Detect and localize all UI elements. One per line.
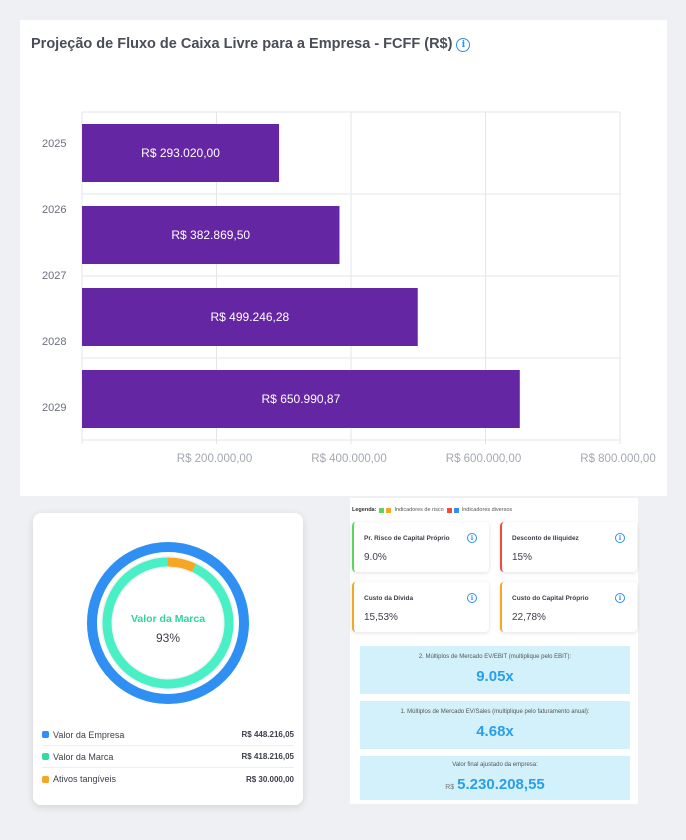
x-tick-label: R$ 200.000,00 xyxy=(177,453,252,465)
legend-risk: Indicadores de risco xyxy=(394,507,444,513)
brand-value-card: Valor da Marca 93% Valor da Empresa R$ 4… xyxy=(33,513,303,805)
risk-swatch-orange xyxy=(386,507,392,513)
y-tick-label: 2029 xyxy=(42,402,66,414)
multiple-box-ev-ebit: 2. Múltiplos de Mercado EV/EBIT (multipl… xyxy=(360,646,630,694)
bar-value-label: R$ 293.020,00 xyxy=(141,146,220,160)
multiple-box-ev-sales: 1. Múltiplos de Mercado EV/Sales (multip… xyxy=(360,701,630,749)
bar-value-label: R$ 650.990,87 xyxy=(262,392,341,406)
fcff-chart-card: Projeção de Fluxo de Caixa Livre para a … xyxy=(20,20,667,496)
indicator-value: 15,53% xyxy=(364,612,398,623)
indicators-legend: Legenda: Indicadores de risco Indicadore… xyxy=(352,507,512,513)
final-amount: 5.230.208,55 xyxy=(457,776,545,793)
x-tick-label: R$ 600.000,00 xyxy=(446,453,521,465)
legend-label: Ativos tangíveis xyxy=(53,774,117,784)
legend-value: R$ 448.216,05 xyxy=(241,730,295,739)
y-tick-label: 2026 xyxy=(42,204,66,216)
indicator-value: 15% xyxy=(512,552,533,563)
indicator-card-illiquidity-discount: Desconto de Iliquidez 15% i xyxy=(500,522,637,572)
risk-swatch-green xyxy=(379,507,385,513)
legend-title: Legenda: xyxy=(352,507,377,513)
indicator-label: Desconto de Iliquidez xyxy=(512,535,579,542)
legend-dot xyxy=(42,753,49,760)
x-tick-label: R$ 800.000,00 xyxy=(580,453,655,465)
chart-title-text: Projeção de Fluxo de Caixa Livre para a … xyxy=(31,36,453,52)
diverse-swatch-blue xyxy=(453,507,459,513)
bar-value-label: R$ 499.246,28 xyxy=(211,310,290,324)
final-value-box: Valor final ajustado da empresa: R$ 5.230… xyxy=(360,756,630,800)
legend-dot xyxy=(42,731,49,738)
indicator-value: 22,78% xyxy=(512,612,546,623)
multiple-value: 4.68x xyxy=(476,723,514,740)
final-value: R$ 5.230.208,55 xyxy=(360,776,630,793)
info-icon[interactable]: i xyxy=(615,533,625,543)
company-value-ring[interactable] xyxy=(87,542,249,704)
legend-row-tangible-assets: Ativos tangíveis R$ 30.000,00 xyxy=(42,768,294,790)
donut-center-title: Valor da Marca xyxy=(130,613,206,625)
x-tick-label: R$ 400.000,00 xyxy=(311,453,386,465)
legend-label: Valor da Empresa xyxy=(53,729,125,740)
legend-value: R$ 418.216,05 xyxy=(241,752,295,761)
final-currency: R$ xyxy=(445,784,455,791)
indicator-value: 9.0% xyxy=(364,552,387,563)
tangible-assets-arc[interactable] xyxy=(102,557,234,689)
multiple-value: 9.05x xyxy=(476,668,514,685)
donut-center-value: 93% xyxy=(155,631,181,645)
donut-center xyxy=(118,573,218,673)
y-tick-label: 2028 xyxy=(42,336,66,348)
indicator-label: Custo do Capital Próprio xyxy=(512,595,589,602)
legend-label: Valor da Marca xyxy=(53,751,114,762)
y-tick-label: 2025 xyxy=(42,138,66,150)
indicator-card-cost-of-equity: Custo do Capital Próprio 22,78% i xyxy=(500,582,637,632)
bar[interactable] xyxy=(82,288,418,346)
fcff-bar-chart: R$ 293.020,00 R$ 382.869,50 R$ 499.246,28 R… xyxy=(42,111,656,465)
brand-value-donut xyxy=(87,542,249,704)
legend-row-company-value: Valor da Empresa R$ 448.216,05 xyxy=(42,724,294,746)
info-icon[interactable]: i xyxy=(467,533,477,543)
multiple-label: 1. Múltiplos de Mercado EV/Sales (multip… xyxy=(400,709,590,715)
final-value-label: Valor final ajustado da empresa: xyxy=(452,762,538,768)
chart-title: Projeção de Fluxo de Caixa Livre para a … xyxy=(31,36,471,52)
bar-value-label: R$ 382.869,50 xyxy=(171,228,250,242)
legend-diverse: Indicadores diversos xyxy=(461,507,513,513)
info-icon[interactable]: i xyxy=(615,593,625,603)
legend-dot xyxy=(42,775,49,783)
info-icon[interactable]: i xyxy=(467,593,477,603)
y-tick-label: 2027 xyxy=(42,270,66,282)
bar[interactable] xyxy=(82,124,280,182)
multiple-label: 2. Múltiplos de Mercado EV/EBIT (multipl… xyxy=(418,654,572,660)
indicator-card-equity-risk: Pr. Risco de Capital Próprio 9.0% i xyxy=(352,522,489,572)
legend-value: R$ 30.000,00 xyxy=(245,774,294,784)
brand-value-arc[interactable] xyxy=(87,542,249,704)
legend-row-brand-value: Valor da Marca R$ 418.216,05 xyxy=(42,746,294,768)
info-icon[interactable]: i xyxy=(456,38,471,52)
indicator-label: Custo da Dívida xyxy=(364,595,414,602)
indicator-label: Pr. Risco de Capital Próprio xyxy=(364,535,450,542)
indicators-panel: Legenda: Indicadores de risco Indicadore… xyxy=(350,498,638,804)
bar[interactable] xyxy=(82,206,340,264)
diverse-swatch-red xyxy=(446,507,452,513)
indicator-card-cost-of-debt: Custo da Dívida 15,53% i xyxy=(352,582,489,632)
bar[interactable] xyxy=(82,370,520,428)
